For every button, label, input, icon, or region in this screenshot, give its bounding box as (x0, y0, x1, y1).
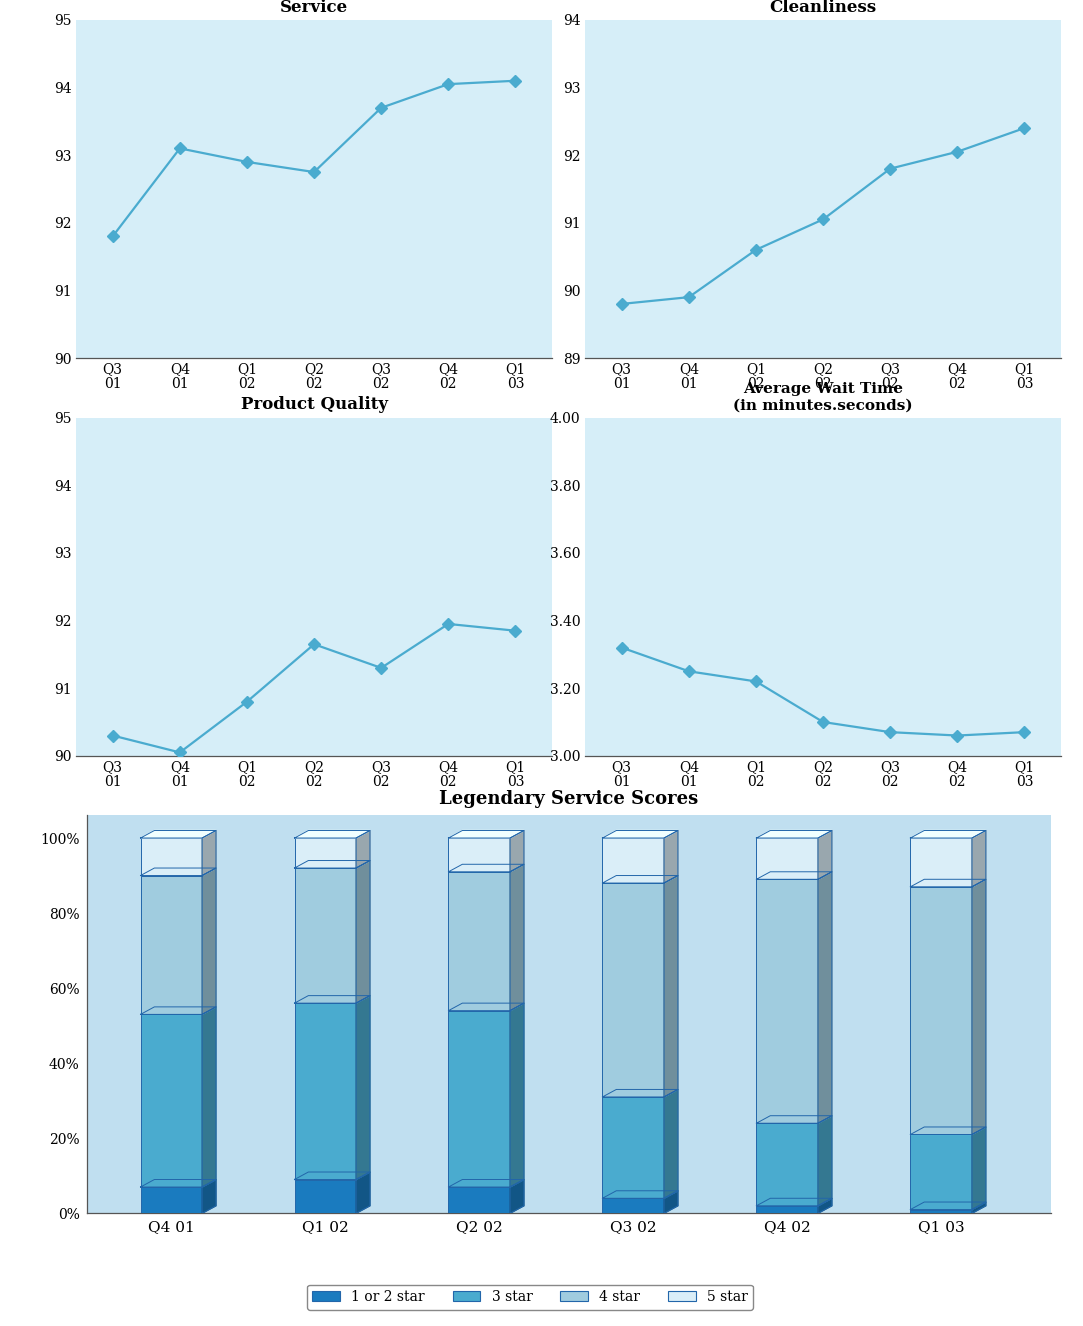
Polygon shape (448, 1004, 524, 1010)
Polygon shape (818, 871, 832, 1123)
Polygon shape (203, 1180, 216, 1213)
Polygon shape (141, 830, 216, 838)
Polygon shape (141, 1180, 216, 1187)
Polygon shape (664, 830, 678, 883)
Bar (295, 869, 356, 1004)
Title: Product Quality: Product Quality (240, 396, 388, 414)
Polygon shape (510, 865, 524, 1010)
Polygon shape (756, 830, 832, 838)
Polygon shape (818, 830, 832, 879)
Polygon shape (911, 879, 986, 887)
Bar (756, 879, 818, 1123)
Polygon shape (664, 1090, 678, 1199)
Bar (295, 1180, 356, 1213)
Bar (756, 838, 818, 879)
Bar (141, 875, 203, 1014)
Bar (911, 1135, 971, 1209)
Polygon shape (756, 1115, 832, 1123)
Bar (448, 1187, 510, 1213)
Polygon shape (602, 1090, 678, 1097)
Polygon shape (295, 861, 370, 869)
Bar (602, 1097, 664, 1199)
Polygon shape (203, 830, 216, 875)
Legend: 1 or 2 star, 3 star, 4 star, 5 star: 1 or 2 star, 3 star, 4 star, 5 star (306, 1285, 753, 1310)
Polygon shape (448, 1180, 524, 1187)
Polygon shape (510, 830, 524, 871)
Polygon shape (971, 1203, 986, 1213)
Polygon shape (295, 1172, 370, 1180)
Polygon shape (448, 865, 524, 871)
Bar (448, 871, 510, 1010)
Polygon shape (602, 830, 678, 838)
Polygon shape (818, 1115, 832, 1205)
Polygon shape (448, 830, 524, 838)
Bar (911, 1209, 971, 1213)
Bar (448, 838, 510, 871)
Polygon shape (295, 996, 370, 1004)
Bar (756, 1123, 818, 1205)
Polygon shape (971, 1127, 986, 1209)
Title: Service: Service (280, 0, 348, 16)
Polygon shape (356, 996, 370, 1180)
Title: Cleanliness: Cleanliness (770, 0, 876, 16)
Polygon shape (203, 1006, 216, 1187)
Polygon shape (356, 830, 370, 869)
Bar (911, 838, 971, 887)
Polygon shape (602, 875, 678, 883)
Polygon shape (756, 1199, 832, 1205)
Polygon shape (971, 830, 986, 887)
Polygon shape (664, 875, 678, 1097)
Bar (911, 887, 971, 1135)
Bar (602, 1199, 664, 1213)
Bar (295, 838, 356, 869)
Bar (602, 838, 664, 883)
Polygon shape (203, 869, 216, 1014)
Bar (141, 1187, 203, 1213)
Polygon shape (664, 1191, 678, 1213)
Bar (141, 1014, 203, 1187)
Polygon shape (356, 1172, 370, 1213)
Polygon shape (295, 830, 370, 838)
Title: Legendary Service Scores: Legendary Service Scores (439, 790, 699, 809)
Polygon shape (756, 871, 832, 879)
Polygon shape (818, 1199, 832, 1213)
Polygon shape (141, 869, 216, 875)
Polygon shape (911, 830, 986, 838)
Polygon shape (911, 1203, 986, 1209)
Bar (448, 1010, 510, 1187)
Polygon shape (356, 861, 370, 1004)
Bar (756, 1205, 818, 1213)
Bar (602, 883, 664, 1097)
Polygon shape (510, 1004, 524, 1187)
Polygon shape (971, 879, 986, 1135)
Bar (295, 1004, 356, 1180)
Polygon shape (510, 1180, 524, 1213)
Title: Average Wait Time
(in minutes.seconds): Average Wait Time (in minutes.seconds) (733, 382, 913, 412)
Polygon shape (602, 1191, 678, 1199)
Bar (141, 838, 203, 875)
Polygon shape (141, 1006, 216, 1014)
Polygon shape (911, 1127, 986, 1135)
